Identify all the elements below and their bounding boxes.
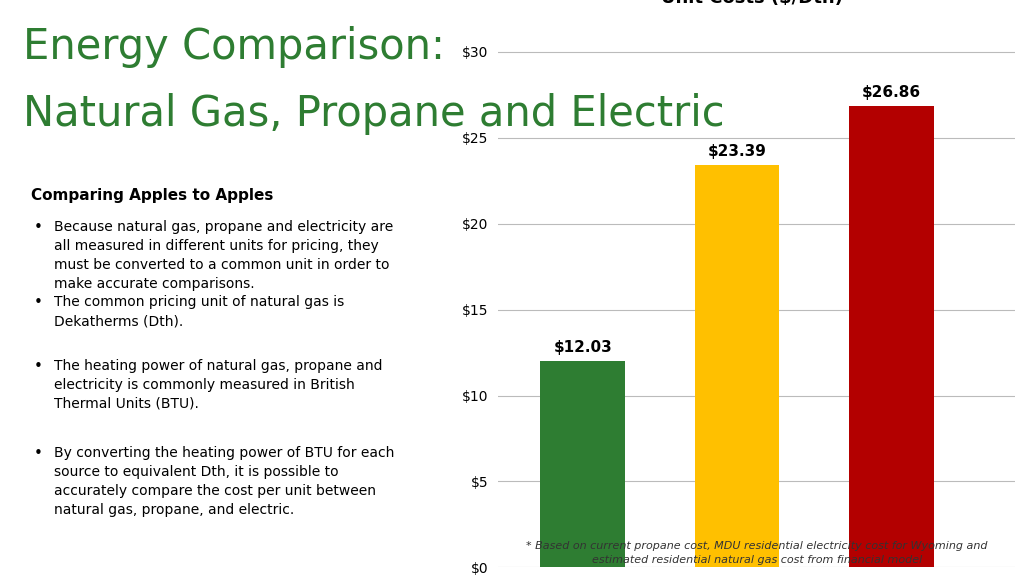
- Title: Unit Costs ($/Dth)*: Unit Costs ($/Dth)*: [660, 0, 852, 8]
- Text: By converting the heating power of BTU for each
source to equivalent Dth, it is : By converting the heating power of BTU f…: [54, 446, 393, 516]
- Text: Because natural gas, propane and electricity are
all measured in different units: Because natural gas, propane and electri…: [54, 220, 392, 291]
- Bar: [694, 166, 780, 567]
- Text: Energy Comparison:: Energy Comparison:: [23, 26, 445, 68]
- Text: •: •: [34, 220, 43, 235]
- Text: $12.03: $12.03: [553, 340, 612, 354]
- Text: * Based on current propane cost, MDU residential electricity cost for Wyoming an: * Based on current propane cost, MDU res…: [526, 541, 988, 565]
- Text: The heating power of natural gas, propane and
electricity is commonly measured i: The heating power of natural gas, propan…: [54, 359, 382, 411]
- Text: Natural Gas, Propane and Electric: Natural Gas, Propane and Electric: [23, 93, 724, 135]
- Text: $26.86: $26.86: [862, 85, 921, 100]
- Text: Comparing Apples to Apples: Comparing Apples to Apples: [31, 188, 273, 203]
- Text: The common pricing unit of natural gas is
Dekatherms (Dth).: The common pricing unit of natural gas i…: [54, 295, 344, 328]
- Bar: [849, 106, 933, 567]
- Text: •: •: [34, 359, 43, 374]
- Text: •: •: [34, 446, 43, 461]
- Text: •: •: [34, 295, 43, 310]
- Bar: [541, 361, 625, 567]
- Text: $23.39: $23.39: [708, 144, 766, 159]
